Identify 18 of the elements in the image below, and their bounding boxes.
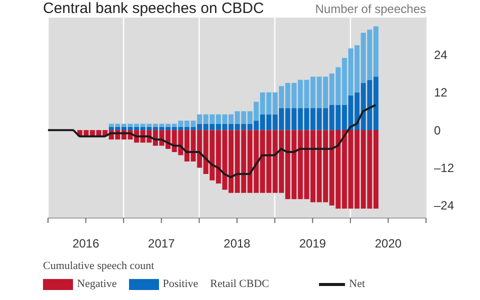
line-series	[48, 104, 377, 178]
x-tick-label: 2020	[374, 236, 402, 251]
x-tick-label: 2019	[299, 236, 326, 251]
y-tick-label: 0	[434, 123, 441, 138]
text: Retail CBDC	[210, 278, 270, 290]
y-tick-label: 24	[434, 48, 448, 62]
x-tick-label: 2017	[148, 236, 176, 251]
legend-label: Positive	[162, 278, 198, 290]
x-tick-label: 2018	[224, 236, 251, 251]
chart-title: Central bank speeches on CBDC	[43, 0, 264, 17]
y-tick-label: –12	[434, 161, 454, 176]
legend-title: Cumulative speech count	[43, 260, 156, 272]
y-axis-title: Number of speeches	[315, 2, 426, 16]
legend-label: Net	[349, 278, 366, 290]
x-tick-label: 2016	[72, 236, 100, 251]
legend-label: Negative	[77, 278, 117, 290]
y-tick-label: –24	[434, 198, 454, 213]
y-tick-label: 12	[434, 86, 448, 100]
